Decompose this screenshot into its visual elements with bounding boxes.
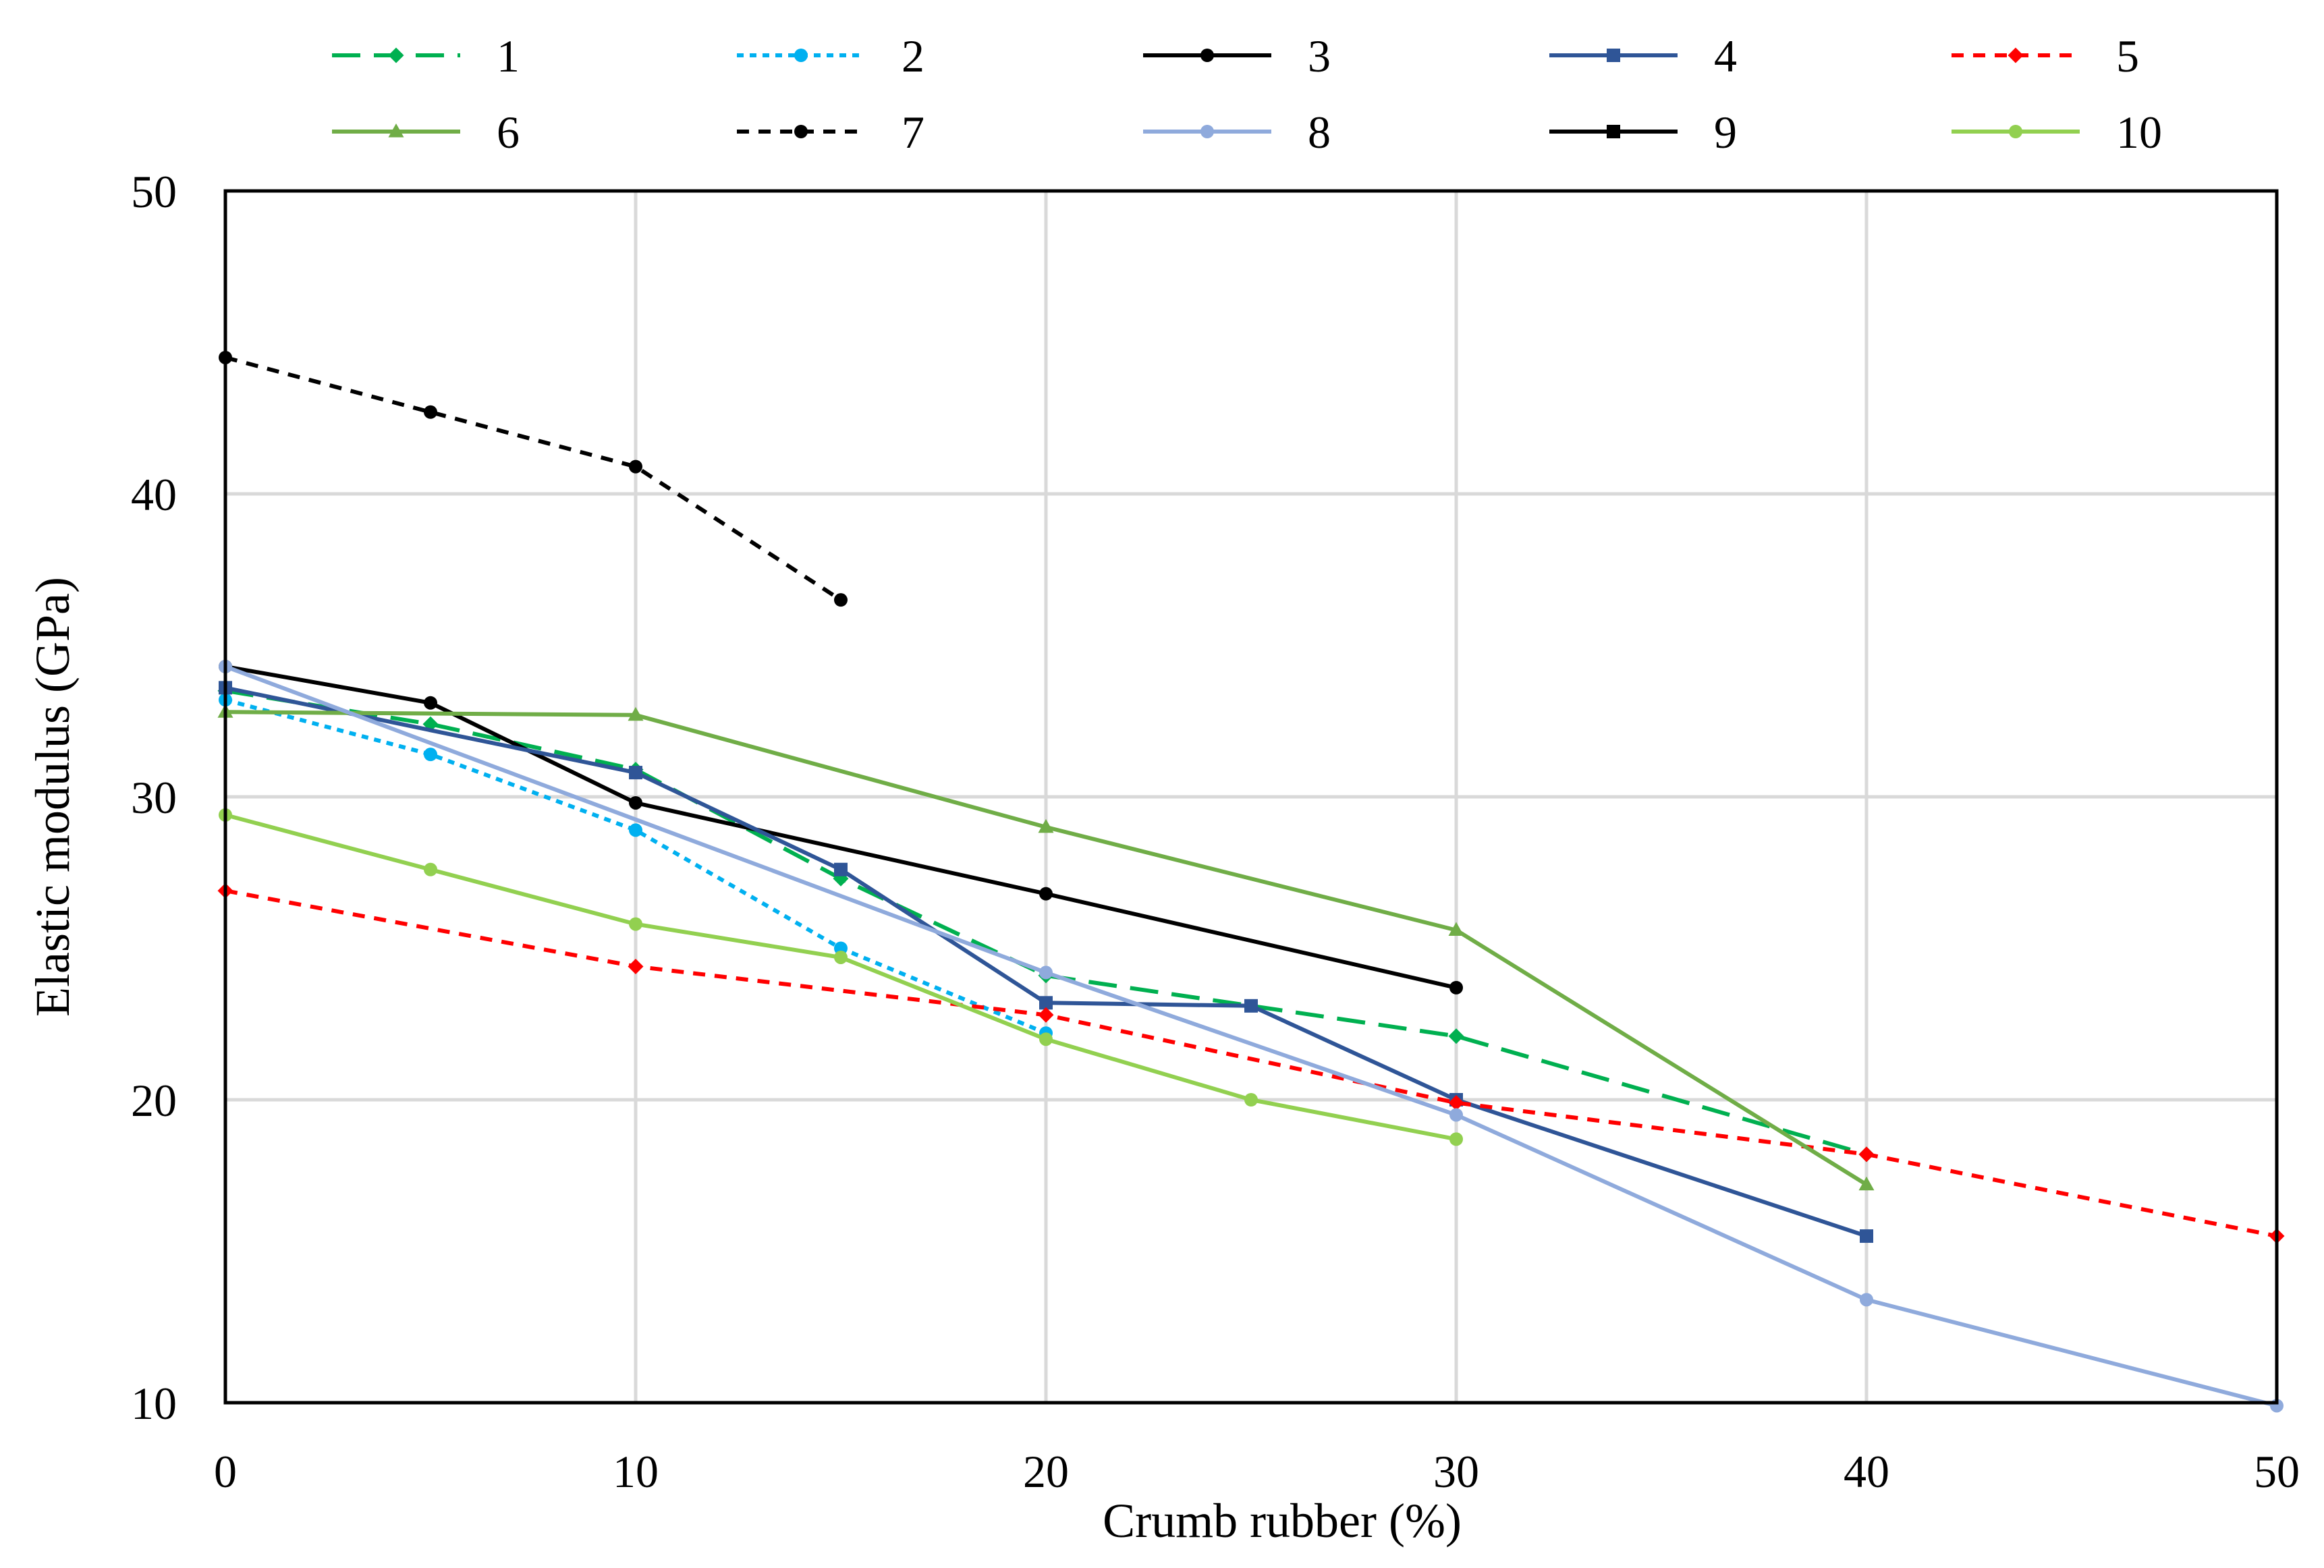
legend-marker-3 [1200, 49, 1214, 62]
legend-item-6: 6 [332, 107, 520, 158]
series-10-point [1449, 1132, 1463, 1146]
legend-label-9: 9 [1714, 107, 1737, 158]
legend-marker-6 [388, 123, 404, 138]
legend-item-7: 7 [737, 107, 924, 158]
series-5-point [1858, 1146, 1875, 1163]
x-tick-label: 0 [214, 1446, 237, 1497]
legend-label-10: 10 [2116, 107, 2162, 158]
legend-item-4: 4 [1549, 30, 1737, 82]
series-7-point [629, 459, 642, 474]
legend-item-1: 1 [332, 30, 520, 82]
y-tick-label: 20 [131, 1075, 177, 1126]
legend-marker-1 [388, 47, 404, 63]
series-7 [219, 350, 848, 607]
series-7-point [834, 593, 848, 607]
series-10-point [1039, 1032, 1053, 1046]
series-3-point [629, 795, 642, 810]
series-5-point [628, 958, 644, 974]
series-4-point [629, 766, 642, 780]
series-6-point [628, 706, 644, 721]
series-4-point [834, 862, 848, 876]
series-8-point [1039, 965, 1053, 980]
legend-label-5: 5 [2116, 30, 2139, 82]
series-6-point [1038, 818, 1054, 833]
legend-item-10: 10 [1952, 107, 2162, 158]
legend-item-9: 9 [1549, 107, 1737, 158]
legend-marker-5 [2008, 47, 2024, 63]
series-10-point [1244, 1093, 1258, 1107]
plot-frame [223, 189, 2279, 1405]
legend-marker-10 [2009, 125, 2022, 138]
y-axis-title: Elastic modulus (GPa) [26, 577, 80, 1017]
series-6-point [1448, 922, 1464, 936]
legend-label-3: 3 [1308, 30, 1331, 82]
legend-item-3: 3 [1143, 30, 1331, 82]
series-8-point [1449, 1108, 1463, 1122]
series-2-point [629, 823, 642, 837]
series-5-point [1038, 1007, 1054, 1023]
tick-labels: 0 10 20 30 40 50 10 20 30 40 50 [131, 166, 2300, 1497]
series-10-point [424, 862, 437, 876]
legend-item-8: 8 [1143, 107, 1331, 158]
legend-label-1: 1 [497, 30, 520, 82]
legend-item-5: 5 [1952, 30, 2139, 82]
series-layer [217, 350, 2285, 1413]
legend-label-8: 8 [1308, 107, 1331, 158]
y-tick-label: 30 [131, 772, 177, 823]
legend-label-2: 2 [902, 30, 924, 82]
series-2-line [225, 698, 1047, 1035]
series-6-point [1858, 1176, 1875, 1191]
x-axis-title: Crumb rubber (%) [1103, 1494, 1462, 1548]
legend-marker-4 [1607, 49, 1620, 62]
legend-label-7: 7 [902, 107, 924, 158]
legend-marker-8 [1200, 125, 1214, 138]
legend-marker-9 [1607, 125, 1620, 138]
series-1-point [1448, 1028, 1464, 1044]
x-tick-label: 30 [1433, 1446, 1479, 1497]
legend-marker-7 [794, 125, 808, 138]
series-10-point [834, 950, 848, 964]
y-tick-label: 40 [131, 469, 177, 520]
series-4-point [1039, 996, 1053, 1010]
x-tick-label: 50 [2254, 1446, 2300, 1497]
x-tick-label: 40 [1844, 1446, 1889, 1497]
series-2-point [424, 748, 437, 762]
series-5 [217, 883, 2285, 1244]
series-10-point [629, 917, 642, 931]
x-tick-label: 10 [613, 1446, 659, 1497]
series-5-line [225, 889, 2277, 1238]
legend-label-4: 4 [1714, 30, 1737, 82]
series-8-point [1860, 1293, 1873, 1307]
legend: 1 2 3 4 5 6 7 8 9 10 [332, 30, 2162, 158]
series-7-point [424, 405, 437, 419]
series-3-point [1449, 980, 1463, 995]
legend-label-6: 6 [497, 107, 520, 158]
legend-item-2: 2 [737, 30, 924, 82]
series-4-point [1860, 1229, 1873, 1243]
y-tick-label: 10 [131, 1378, 177, 1429]
series-3-point [1039, 887, 1053, 901]
y-tick-label: 50 [131, 166, 177, 217]
series-5-point [1448, 1094, 1464, 1111]
series-7-line [225, 356, 842, 602]
legend-marker-2 [794, 49, 808, 62]
series-4-point [1244, 999, 1258, 1013]
series-3-point [424, 696, 437, 710]
x-tick-label: 20 [1023, 1446, 1069, 1497]
